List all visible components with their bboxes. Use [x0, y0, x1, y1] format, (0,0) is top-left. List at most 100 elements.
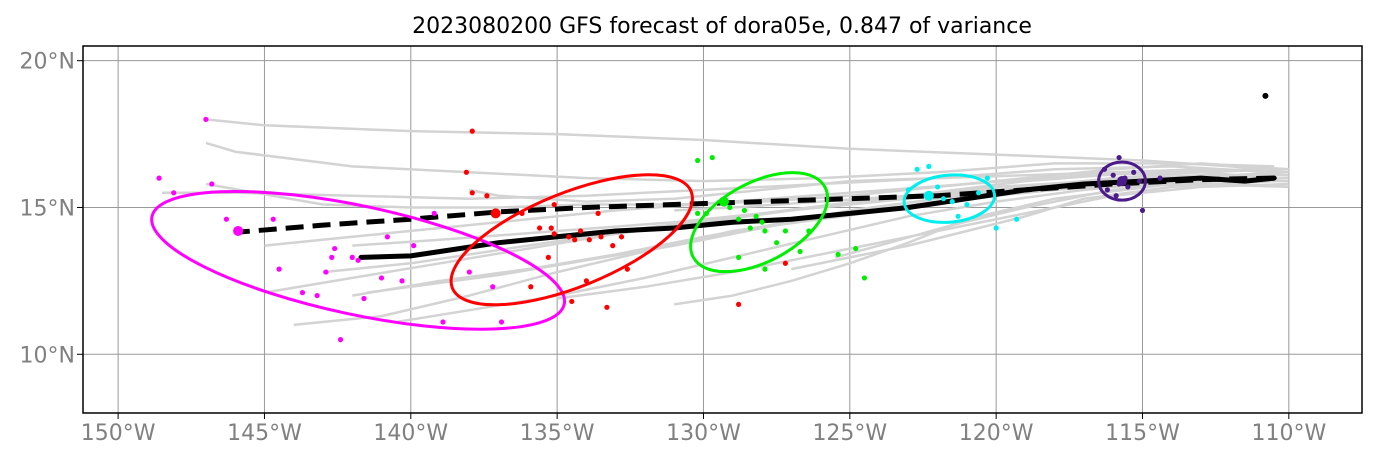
red-point: [536, 225, 543, 231]
cyan-ellipse: [902, 173, 997, 224]
member-track: [556, 182, 1289, 300]
magenta-point: [355, 257, 361, 263]
x-tick-label: 120°W: [959, 421, 1034, 446]
green-point: [774, 240, 780, 246]
y-tick-label: 10°N: [20, 343, 75, 368]
member-track: [264, 170, 1289, 294]
red-point: [618, 234, 625, 240]
chart-title: 2023080200 GFS forecast of dora05e, 0.84…: [412, 14, 1032, 39]
magenta-point: [431, 210, 437, 216]
forecast-groups: [150, 92, 1269, 343]
green-point: [762, 228, 768, 234]
member-track: [834, 173, 1275, 259]
green-point: [703, 210, 710, 216]
cyan-point: [1014, 216, 1020, 222]
magenta-point: [466, 269, 472, 275]
y-tick-label: 20°N: [20, 50, 75, 75]
green-point: [727, 204, 733, 211]
cyan-point: [914, 166, 920, 172]
green-point: [762, 266, 768, 272]
red-point: [548, 225, 554, 231]
cyan-point: [964, 201, 970, 208]
purple-point: [1101, 166, 1108, 172]
purple-point: [1131, 169, 1137, 175]
cyan-point: [926, 163, 932, 169]
magenta-center: [233, 225, 244, 236]
x-tick-label: 130°W: [666, 421, 741, 446]
x-tick-label: 145°W: [227, 421, 302, 446]
green-point: [695, 210, 701, 216]
green-point: [782, 228, 789, 234]
magenta-point: [411, 243, 417, 249]
plot-frame: [82, 45, 1363, 414]
red-point: [551, 231, 557, 237]
magenta-point: [323, 269, 329, 275]
purple-center: [1117, 176, 1128, 187]
member-track: [162, 165, 1275, 200]
x-tick-label: 135°W: [520, 421, 595, 446]
green-point: [861, 275, 868, 281]
red-point: [583, 278, 590, 284]
cyan-point: [993, 225, 999, 231]
cyan-point: [949, 199, 955, 205]
purple-point: [1116, 154, 1122, 161]
green-point: [853, 245, 859, 252]
red-point: [463, 169, 470, 175]
purple-ellipse: [1097, 160, 1147, 202]
x-tick-label: 140°W: [373, 421, 448, 446]
magenta-ellipse: [150, 189, 567, 331]
member-track: [205, 141, 1275, 183]
member-track: [205, 118, 1275, 171]
green-point: [806, 228, 812, 234]
purple-point: [1125, 184, 1131, 190]
green-ellipse: [689, 171, 830, 274]
cyan-center: [923, 190, 934, 201]
x-tick-label: 115°W: [1105, 421, 1180, 446]
green-point: [835, 251, 841, 258]
magenta-point: [332, 245, 338, 252]
red-point: [551, 201, 557, 208]
member-track: [791, 179, 1275, 271]
member-tracks: [162, 118, 1289, 327]
y-tick-label: 15°N: [20, 196, 75, 221]
green-point: [759, 219, 765, 225]
magenta-point: [329, 254, 335, 260]
magenta-point: [156, 175, 162, 181]
cyan-point: [975, 190, 982, 196]
y-axis: 10°N 15°N 20°N: [20, 50, 83, 368]
green-point: [753, 213, 759, 219]
purple-point: [1110, 172, 1116, 178]
green-point: [741, 207, 748, 214]
magenta-point: [349, 254, 355, 260]
red-point: [572, 237, 578, 243]
red-point: [469, 190, 475, 196]
red-point: [604, 304, 610, 310]
magenta-point: [209, 181, 215, 187]
member-track: [205, 162, 1289, 209]
purple-point: [1136, 178, 1143, 184]
purple-point: [1113, 193, 1119, 199]
magenta-point: [314, 292, 320, 299]
magenta-point: [299, 290, 306, 296]
x-axis: 150°W 145°W 140°W 135°W 130°W 125°W 120°W 115°W…: [81, 413, 1326, 446]
magenta-point: [490, 284, 496, 290]
red-point: [577, 228, 584, 234]
extra-marker: [1262, 92, 1269, 99]
magenta-point: [203, 116, 209, 122]
magenta-point: [361, 295, 367, 302]
green-point: [797, 248, 803, 255]
red-point: [519, 210, 525, 216]
red-point: [610, 243, 616, 249]
cyan-point: [935, 184, 941, 190]
red-point: [586, 237, 592, 243]
x-tick-label: 150°W: [81, 421, 156, 446]
red-point: [569, 298, 575, 305]
red-point: [735, 301, 742, 307]
purple-point: [1104, 187, 1110, 193]
red-point: [484, 193, 490, 199]
magenta-point: [337, 337, 344, 343]
red-point: [528, 284, 534, 290]
magenta-point: [384, 234, 390, 240]
red-point: [545, 254, 551, 260]
